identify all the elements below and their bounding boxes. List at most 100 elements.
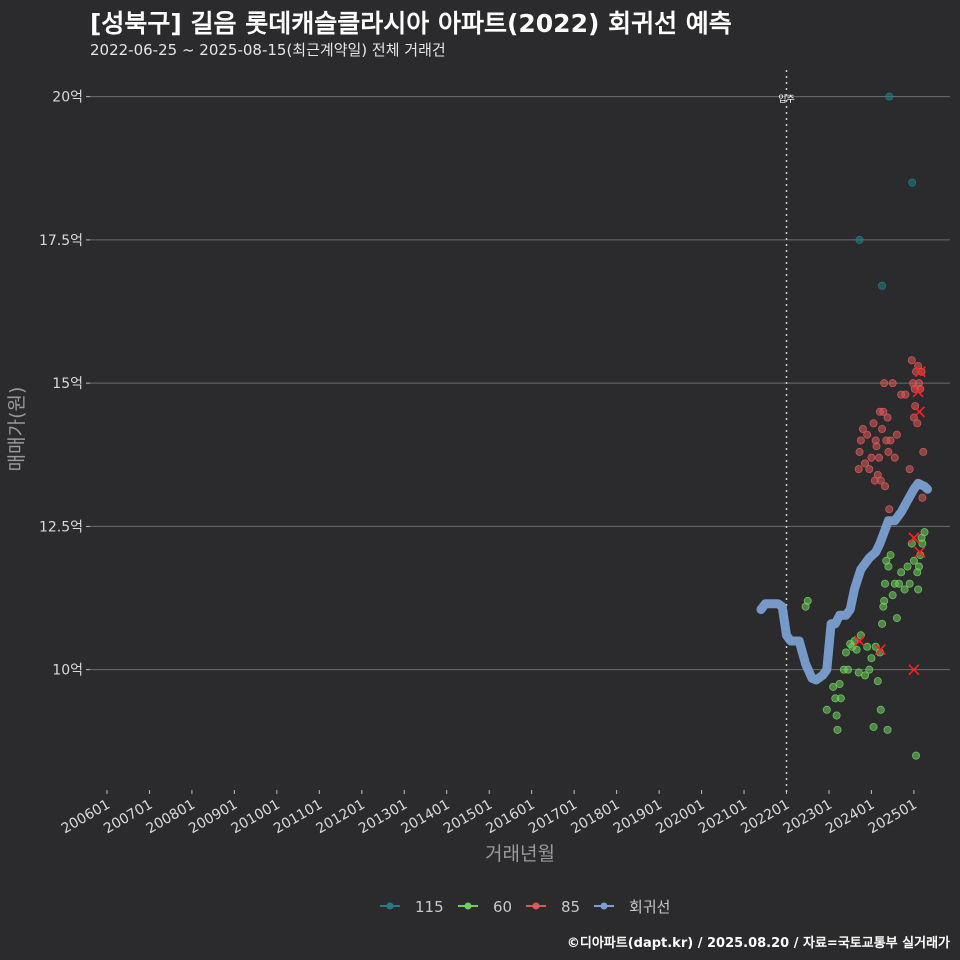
point-85 <box>867 453 876 462</box>
median-stroke <box>914 366 926 378</box>
point-60 <box>841 648 850 657</box>
chart-title: [성북구] 길음 롯데캐슬클라시아 아파트(2022) 회귀선 예측 <box>90 9 732 38</box>
median-x-marker <box>914 366 926 378</box>
point-85 <box>880 379 889 388</box>
point-60 <box>871 642 880 651</box>
point-60 <box>832 711 841 720</box>
point-85 <box>854 465 863 474</box>
point-85 <box>883 413 892 422</box>
legend-item-회귀선: 회귀선 <box>594 898 670 916</box>
move-in-annotation: 입주 <box>778 70 795 792</box>
point-60 <box>881 579 890 588</box>
point-60 <box>903 562 912 571</box>
x-tick-label: 202501 <box>866 797 920 838</box>
median-stroke <box>912 386 924 398</box>
legend-label: 60 <box>493 898 512 916</box>
y-tick-label: 12.5억 <box>39 519 83 535</box>
point-60 <box>917 533 926 542</box>
legend-dot <box>600 902 608 910</box>
point-85 <box>861 459 870 468</box>
x-axis-label: 거래년월 <box>485 843 555 865</box>
point-60 <box>905 579 914 588</box>
point-85 <box>890 453 899 462</box>
median-stroke <box>874 644 886 656</box>
point-85 <box>911 402 920 411</box>
point-60 <box>878 619 887 628</box>
legend-dot <box>386 902 394 910</box>
y-axis-ticks: 10억 12.5억 15억 17.5억 20억 <box>39 90 90 679</box>
point-85 <box>879 407 888 416</box>
point-85 <box>876 476 885 485</box>
point-85 <box>917 367 926 376</box>
point-85 <box>855 447 864 456</box>
legend-item-85: 85 <box>526 898 580 916</box>
point-60 <box>833 725 842 734</box>
point-60 <box>914 585 923 594</box>
median-stroke <box>914 546 926 558</box>
point-60 <box>867 654 876 663</box>
point-60 <box>852 645 861 654</box>
point-85 <box>878 424 887 433</box>
median-x-marker <box>874 644 886 656</box>
source-caption: ©디아파트(dapt.kr) / 2025.08.20 / 자료=국토교통부 실… <box>566 936 950 951</box>
chart-subtitle: 2022-06-25 ~ 2025-08-15(최근계약일) 전체 거래건 <box>90 41 446 59</box>
point-60 <box>909 556 918 565</box>
y-tick-label: 10억 <box>52 663 83 679</box>
regression-path <box>756 478 932 685</box>
median-markers <box>853 366 926 676</box>
point-60 <box>835 679 844 688</box>
point-85 <box>884 447 893 456</box>
point-85 <box>863 430 872 439</box>
point-115 <box>878 281 887 290</box>
point-85 <box>913 419 922 428</box>
point-85 <box>858 424 867 433</box>
median-x-marker <box>908 532 920 544</box>
point-60 <box>886 551 895 560</box>
median-stroke <box>853 635 866 647</box>
point-60 <box>880 596 889 605</box>
legend-label: 115 <box>415 898 444 916</box>
legend-label: 85 <box>561 898 580 916</box>
point-60 <box>892 614 901 623</box>
point-60 <box>883 725 892 734</box>
point-85 <box>875 453 884 462</box>
legend-item-60: 60 <box>458 898 512 916</box>
point-115 <box>908 178 917 187</box>
point-60 <box>803 596 812 605</box>
point-85 <box>905 465 914 474</box>
point-60 <box>900 585 909 594</box>
point-60 <box>836 694 845 703</box>
point-85 <box>872 442 881 451</box>
point-60 <box>888 591 897 600</box>
point-115 <box>855 235 864 244</box>
point-85 <box>856 436 865 445</box>
legend-label: 회귀선 <box>629 898 670 916</box>
move-in-label: 입주 <box>778 93 795 105</box>
point-85 <box>888 379 897 388</box>
y-tick-label: 15억 <box>52 376 83 392</box>
y-axis-label: 매매가(원) <box>6 387 28 472</box>
point-85 <box>881 482 890 491</box>
point-60 <box>861 671 870 680</box>
point-85 <box>865 465 874 474</box>
median-x-marker <box>908 664 920 676</box>
y-tick-label: 20억 <box>52 90 83 106</box>
regression-line <box>756 478 932 685</box>
median-x-marker <box>912 386 924 398</box>
point-60 <box>895 579 904 588</box>
point-60 <box>897 568 906 577</box>
point-60 <box>873 677 882 686</box>
point-60 <box>913 568 922 577</box>
point-85 <box>885 505 894 514</box>
point-60 <box>850 637 859 646</box>
point-60 <box>844 665 853 674</box>
point-85 <box>886 436 895 445</box>
point-85 <box>918 493 927 502</box>
legend-item-115: 115 <box>380 898 444 916</box>
point-60 <box>822 705 831 714</box>
point-85 <box>892 430 901 439</box>
point-60 <box>884 562 893 571</box>
point-85 <box>869 419 878 428</box>
median-x-marker <box>914 546 926 558</box>
